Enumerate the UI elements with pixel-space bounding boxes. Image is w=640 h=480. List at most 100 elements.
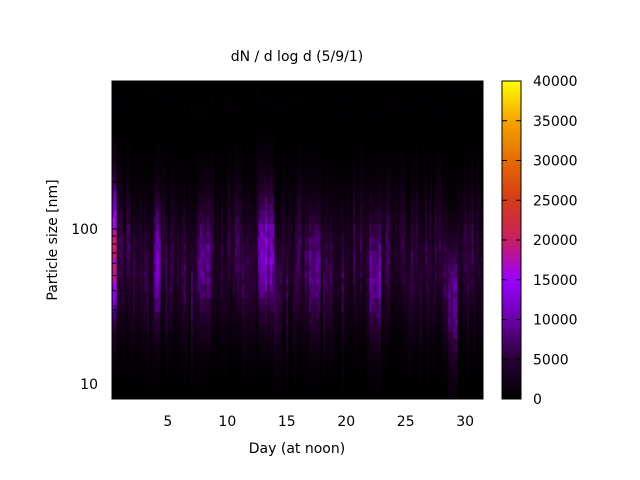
heatmap-cell: [323, 210, 326, 218]
heatmap-cell: [278, 115, 282, 123]
heatmap-cell: [248, 217, 252, 225]
heatmap-cell: [209, 95, 213, 103]
heatmap-cell: [341, 230, 345, 238]
heatmap-cell: [121, 351, 124, 359]
heatmap-cell: [248, 365, 252, 373]
heatmap-cell: [183, 365, 187, 373]
heatmap-cell: [125, 149, 129, 157]
heatmap-cell: [251, 351, 254, 359]
heatmap-cell: [239, 311, 243, 319]
heatmap-cell: [241, 203, 245, 211]
heatmap-cell: [271, 311, 275, 319]
heatmap-cell: [123, 149, 127, 157]
heatmap-cell: [225, 304, 229, 312]
heatmap-cell: [260, 324, 264, 332]
heatmap-cell: [216, 196, 219, 204]
heatmap-cell: [183, 264, 187, 272]
heatmap-cell: [290, 217, 294, 225]
heatmap-cell: [214, 183, 217, 191]
heatmap-cell: [160, 88, 164, 96]
heatmap-cell: [135, 297, 138, 305]
heatmap-cell: [220, 311, 224, 319]
heatmap-cell: [299, 230, 303, 238]
heatmap-cell: [265, 237, 268, 245]
heatmap-cell: [302, 149, 305, 157]
heatmap-cell: [255, 318, 259, 326]
heatmap-cell: [327, 102, 331, 110]
heatmap-cell: [114, 176, 117, 184]
heatmap-cell: [174, 365, 178, 373]
heatmap-cell: [218, 257, 222, 265]
heatmap-cell: [357, 163, 361, 171]
heatmap-cell: [269, 237, 273, 245]
heatmap-cell: [151, 149, 155, 157]
heatmap-cell: [283, 136, 287, 144]
heatmap-cell: [172, 176, 175, 184]
heatmap-cell: [323, 345, 326, 353]
heatmap-cell: [112, 351, 115, 359]
heatmap-cell: [204, 163, 208, 171]
heatmap-cell: [265, 142, 268, 150]
heatmap-cell: [353, 230, 356, 238]
heatmap-cell: [209, 277, 213, 285]
heatmap-cell: [248, 95, 252, 103]
heatmap-cell: [227, 264, 231, 272]
heatmap-cell: [239, 351, 243, 359]
heatmap-cell: [288, 136, 291, 144]
heatmap-cell: [281, 385, 284, 393]
heatmap-cell: [318, 230, 321, 238]
heatmap-cell: [190, 304, 194, 312]
heatmap-cell: [158, 190, 161, 198]
heatmap-cell: [288, 196, 291, 204]
heatmap-cell: [149, 122, 152, 130]
heatmap-cell: [125, 378, 129, 386]
heatmap-cell: [209, 136, 213, 144]
heatmap-cell: [181, 372, 185, 380]
heatmap-cell: [313, 203, 317, 211]
heatmap-cell: [149, 297, 152, 305]
heatmap-cell: [357, 196, 361, 204]
heatmap-cell: [248, 372, 252, 380]
heatmap-cell: [355, 284, 359, 292]
heatmap-cell: [323, 318, 326, 326]
heatmap-cell: [239, 169, 243, 177]
heatmap-cell: [135, 142, 138, 150]
heatmap-cell: [343, 270, 347, 278]
heatmap-cell: [174, 163, 178, 171]
heatmap-cell: [200, 277, 203, 285]
heatmap-cell: [306, 176, 310, 184]
heatmap-cell: [195, 203, 199, 211]
heatmap-cell: [265, 372, 268, 380]
heatmap-cell: [207, 264, 210, 272]
heatmap-cell: [318, 176, 321, 184]
heatmap-cell: [348, 223, 352, 231]
heatmap-cell: [176, 196, 180, 204]
heatmap-cell: [265, 196, 268, 204]
heatmap-cell: [271, 122, 275, 130]
heatmap-cell: [316, 210, 319, 218]
heatmap-cell: [227, 142, 231, 150]
heatmap-cell: [218, 264, 222, 272]
heatmap-cell: [244, 210, 247, 218]
heatmap-cell: [278, 318, 282, 326]
heatmap-cell: [112, 115, 115, 123]
heatmap-cell: [297, 277, 301, 285]
heatmap-cell: [302, 176, 305, 184]
heatmap-cell: [360, 217, 363, 225]
heatmap-cell: [299, 358, 303, 366]
heatmap-cell: [202, 237, 206, 245]
heatmap-cell: [153, 291, 157, 299]
heatmap-cell: [230, 102, 233, 110]
heatmap-cell: [318, 331, 321, 339]
heatmap-cell: [232, 230, 236, 238]
heatmap-cell: [172, 264, 175, 272]
heatmap-cell: [183, 122, 187, 130]
heatmap-cell: [253, 190, 257, 198]
heatmap-cell: [234, 378, 238, 386]
heatmap-cell: [158, 149, 161, 157]
heatmap-cell: [283, 257, 287, 265]
heatmap-cell: [329, 122, 333, 130]
heatmap-cell: [139, 392, 143, 399]
heatmap-cell: [225, 196, 229, 204]
heatmap-cell: [220, 365, 224, 373]
